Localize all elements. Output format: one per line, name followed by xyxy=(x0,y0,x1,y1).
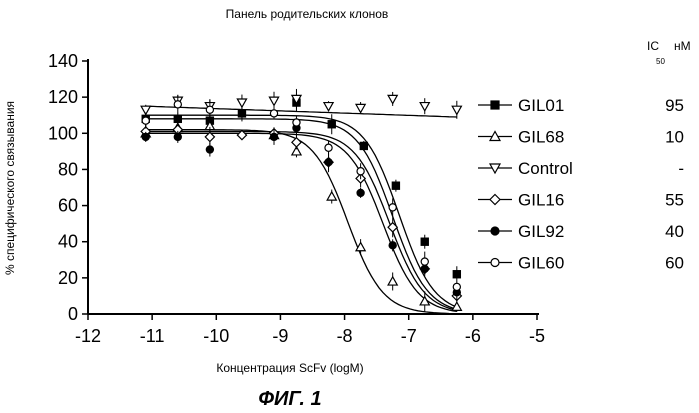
data-markers xyxy=(140,88,463,312)
legend-marker-control xyxy=(488,163,502,175)
x-tick-label: -6 xyxy=(465,326,481,346)
data-point-gil92 xyxy=(388,241,397,250)
data-point-gil01 xyxy=(237,109,247,118)
data-point-gil68 xyxy=(290,145,303,156)
data-point-gil68 xyxy=(419,295,431,306)
ic50-header-unit: нМ xyxy=(674,39,691,53)
data-point-gil68 xyxy=(326,190,338,201)
legend-label-gil16: GIL16 xyxy=(518,191,564,210)
y-tick-label: 60 xyxy=(58,196,78,216)
data-point-gil92 xyxy=(324,157,333,167)
y-tick-label: 80 xyxy=(58,159,78,179)
data-point-control xyxy=(140,105,152,116)
data-point-gil16 xyxy=(204,131,216,143)
fit-curves xyxy=(145,105,458,315)
legend-label-gil60: GIL60 xyxy=(518,254,564,273)
data-point-control xyxy=(419,101,431,113)
y-axis-label: % специфического связывания xyxy=(3,101,17,275)
legend-marker-gil92 xyxy=(490,226,500,236)
axes: -12 -11 -10 -9 -8 -7 -6 -5 0 20 40 60 80 100 120 140 xyxy=(48,51,545,346)
data-point-gil16 xyxy=(387,221,399,233)
x-tick-label: -5 xyxy=(529,326,545,346)
legend: GIL01 95 GIL68 10 Control - GIL16 55 GIL92 40 GIL6… xyxy=(478,96,684,273)
data-point-gil01 xyxy=(391,181,401,190)
data-point-gil68 xyxy=(354,241,367,252)
legend-ic50-gil16: 55 xyxy=(665,191,684,210)
data-point-gil01 xyxy=(327,120,336,129)
legend-marker-gil16 xyxy=(489,193,501,206)
data-point-gil01 xyxy=(420,237,429,246)
x-tick-label: -7 xyxy=(401,326,417,346)
data-point-gil60 xyxy=(269,109,279,118)
x-tick-label: -10 xyxy=(203,326,229,346)
ic50-header: IC 50 нМ xyxy=(647,39,691,66)
x-tick-label: -8 xyxy=(337,326,353,346)
data-point-gil68 xyxy=(387,275,399,286)
data-point-control xyxy=(354,103,367,114)
legend-marker-gil01 xyxy=(490,100,500,110)
y-tick-label: 140 xyxy=(48,51,78,71)
y-tick-label: 120 xyxy=(48,87,78,107)
legend-marker-gil60 xyxy=(490,257,500,268)
legend-label-gil68: GIL68 xyxy=(518,128,564,147)
x-tick-label: -11 xyxy=(140,326,165,346)
data-point-gil01 xyxy=(452,270,462,279)
data-point-gil60 xyxy=(452,282,462,292)
data-point-gil60 xyxy=(324,143,333,152)
ic50-header-label: IC xyxy=(647,39,659,53)
legend-ic50-gil68: 10 xyxy=(665,128,684,147)
data-point-gil01 xyxy=(359,141,369,151)
data-point-gil92 xyxy=(205,145,215,154)
data-point-gil60 xyxy=(141,116,150,125)
x-tick-label: -12 xyxy=(75,326,101,346)
legend-label-gil92: GIL92 xyxy=(518,222,564,241)
legend-marker-gil68 xyxy=(488,130,502,142)
legend-label-gil01: GIL01 xyxy=(518,96,564,115)
data-point-gil60 xyxy=(356,167,365,176)
data-point-control xyxy=(451,105,463,116)
fit-curve-control xyxy=(145,105,457,118)
data-point-control xyxy=(268,96,280,107)
y-tick-label: 20 xyxy=(58,268,78,288)
legend-ic50-gil60: 60 xyxy=(665,254,684,273)
data-point-gil68 xyxy=(451,300,463,311)
fit-curve-gil92 xyxy=(145,132,457,313)
legend-ic50-gil92: 40 xyxy=(665,222,684,241)
data-point-gil16 xyxy=(236,129,248,141)
data-point-control xyxy=(322,101,335,113)
x-axis-label: Концентрация ScFv (logM) xyxy=(216,361,363,375)
legend-ic50-gil01: 95 xyxy=(665,96,684,115)
data-point-gil92 xyxy=(141,132,150,142)
y-tick-label: 0 xyxy=(68,304,78,324)
data-point-gil92 xyxy=(269,132,279,142)
fit-curve-gil16 xyxy=(145,130,457,311)
data-point-control xyxy=(290,94,303,105)
data-point-gil60 xyxy=(173,100,182,109)
data-point-gil92 xyxy=(173,132,182,142)
legend-label-control: Control xyxy=(518,159,573,178)
x-tick-label: -9 xyxy=(272,326,288,346)
y-tick-label: 100 xyxy=(48,123,78,143)
fit-curve-gil60 xyxy=(145,118,457,310)
y-tick-label: 40 xyxy=(58,232,78,252)
ic50-header-subscript: 50 xyxy=(656,57,665,66)
data-point-gil60 xyxy=(292,118,301,127)
chart-title: Панель родительских клонов xyxy=(226,7,389,21)
fit-curve-gil01 xyxy=(145,114,458,308)
data-point-control xyxy=(387,94,399,105)
figure-caption: ФИГ. 1 xyxy=(258,388,321,410)
data-point-gil60 xyxy=(388,203,397,212)
data-point-gil60 xyxy=(420,257,429,266)
fit-curve-gil68 xyxy=(145,129,457,315)
data-point-gil16 xyxy=(291,136,302,148)
data-point-control xyxy=(236,98,248,109)
data-point-gil92 xyxy=(356,188,365,198)
legend-ic50-control: - xyxy=(678,159,684,178)
data-point-gil60 xyxy=(205,105,215,114)
